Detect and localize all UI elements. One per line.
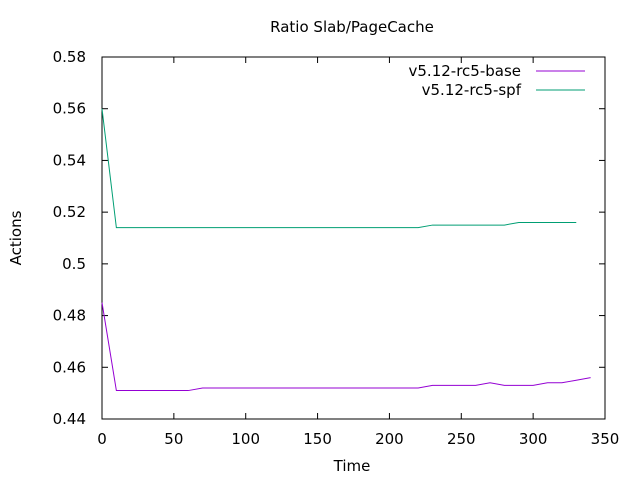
legend-label: v5.12-rc5-spf [422, 81, 522, 99]
ticks-layer: 0 50 100 150 200 250 300 350 0.44 0.46 0.48 0.5 0.52… [53, 48, 620, 448]
x-tick-label: 50 [164, 430, 183, 448]
y-tick-label: 0.48 [53, 307, 86, 325]
series-layer [101, 108, 591, 392]
x-tick-label: 100 [231, 430, 260, 448]
series-line-v5.12-rc5-base [101, 302, 591, 392]
legend-label: v5.12-rc5-base [409, 62, 522, 80]
y-tick-label: 0.44 [53, 410, 86, 428]
x-tick-label: 200 [375, 430, 404, 448]
y-tick-label: 0.58 [53, 48, 86, 66]
x-axis-label: Time [333, 457, 371, 475]
x-tick-label: 150 [303, 430, 332, 448]
series-line-v5.12-rc5-spf [101, 108, 577, 229]
y-tick-label: 0.56 [53, 100, 86, 118]
x-tick-label: 300 [519, 430, 548, 448]
x-tick-label: 350 [591, 430, 620, 448]
plot-border [101, 56, 606, 420]
x-tick-label: 0 [97, 430, 107, 448]
y-tick-label: 0.5 [62, 255, 86, 273]
chart-title: Ratio Slab/PageCache [270, 18, 434, 36]
y-axis-label: Actions [7, 210, 25, 265]
y-tick-label: 0.46 [53, 358, 86, 376]
axes-layer [101, 56, 606, 420]
x-tick-label: 250 [447, 430, 476, 448]
y-tick-label: 0.54 [53, 151, 86, 169]
y-tick-label: 0.52 [53, 203, 86, 221]
